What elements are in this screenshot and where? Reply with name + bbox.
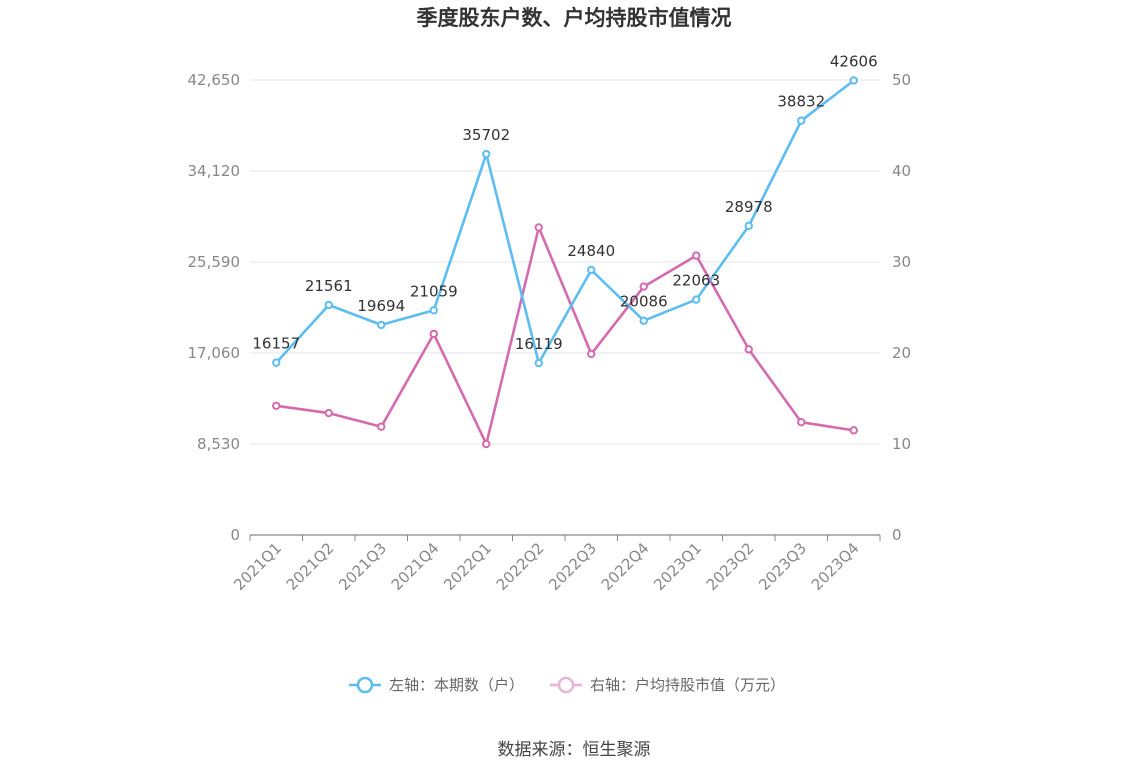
left-tick-label: 8,530: [197, 435, 240, 453]
data-point[interactable]: [692, 251, 701, 260]
right-tick-label: 30: [892, 253, 911, 271]
data-point[interactable]: [272, 401, 281, 410]
legend-left-swatch-marker: [356, 676, 374, 694]
x-tick-label: 2023Q1: [650, 539, 705, 594]
x-tick-label: 2021Q3: [335, 539, 390, 594]
data-point[interactable]: [849, 76, 858, 85]
x-tick-label: 2023Q3: [755, 539, 810, 594]
data-point[interactable]: [797, 116, 806, 125]
series-left-layer: [272, 76, 858, 368]
data-point[interactable]: [797, 417, 806, 427]
data-point[interactable]: [482, 439, 491, 449]
x-tick-label: 2023Q4: [808, 539, 863, 594]
data-point[interactable]: [377, 320, 386, 330]
left-tick-label: 17,060: [188, 344, 241, 362]
data-point[interactable]: [639, 316, 648, 325]
data-point[interactable]: [849, 426, 858, 435]
legend-item-right[interactable]: 右轴：户均持股市值（万元）: [550, 676, 785, 694]
x-tick-label: 2021Q2: [283, 539, 338, 594]
right-tick-label: 0: [892, 526, 902, 544]
data-point[interactable]: [692, 295, 701, 304]
data-point[interactable]: [587, 349, 596, 359]
data-point[interactable]: [744, 345, 753, 354]
left-axis-ticks: 0 8,530 17,060 25,590 34,120 42,650: [188, 71, 241, 544]
data-label: 35702: [462, 126, 510, 144]
right-tick-label: 20: [892, 344, 911, 362]
x-tick-label: 2022Q2: [493, 539, 548, 594]
data-label: 16157: [252, 335, 300, 353]
series-line: [275, 79, 855, 365]
data-point[interactable]: [639, 282, 648, 291]
right-tick-label: 50: [892, 71, 911, 89]
x-tick-label: 2022Q3: [545, 539, 600, 594]
data-label: 21561: [305, 277, 353, 295]
grid-lines: [250, 79, 880, 445]
data-label: 24840: [567, 242, 615, 260]
data-point[interactable]: [534, 358, 543, 368]
left-tick-label: 42,650: [188, 71, 241, 89]
series-line: [276, 226, 855, 446]
data-point[interactable]: [482, 149, 491, 159]
legend-right-swatch-marker: [557, 676, 575, 694]
legend-left-label: 左轴：本期数（户）: [389, 676, 524, 694]
data-point[interactable]: [324, 300, 333, 310]
x-tick-label: 2023Q2: [703, 539, 758, 594]
left-tick-label: 0: [230, 526, 240, 544]
legend-item-left[interactable]: 左轴：本期数（户）: [349, 676, 524, 694]
data-point[interactable]: [534, 223, 543, 232]
x-tick-label: 2021Q1: [230, 539, 285, 594]
data-label: 21059: [410, 282, 458, 300]
data-label: 42606: [830, 52, 878, 70]
data-point[interactable]: [377, 422, 386, 431]
left-tick-label: 34,120: [188, 162, 241, 180]
series-right-layer: [272, 223, 858, 449]
data-point[interactable]: [429, 329, 438, 339]
left-tick-label: 25,590: [188, 253, 241, 271]
data-label: 20086: [620, 293, 668, 311]
data-label: 16119: [515, 335, 563, 353]
source-note: 数据来源：恒生聚源: [498, 740, 651, 760]
legend: 左轴：本期数（户） 右轴：户均持股市值（万元）: [349, 676, 785, 694]
data-point[interactable]: [324, 408, 333, 418]
data-point[interactable]: [744, 221, 753, 231]
x-tick-label: 2022Q4: [598, 539, 653, 594]
x-tick-label: 2021Q4: [388, 539, 443, 594]
data-label: 22063: [672, 272, 720, 290]
data-label: 38832: [777, 93, 825, 111]
data-label: 28978: [725, 198, 773, 216]
x-axis: 2021Q12021Q22021Q32021Q42022Q12022Q22022…: [230, 534, 881, 594]
x-tick-label: 2022Q1: [440, 539, 495, 594]
data-point[interactable]: [587, 265, 596, 275]
data-point[interactable]: [429, 306, 438, 315]
right-tick-label: 40: [892, 162, 911, 180]
data-point[interactable]: [272, 358, 281, 367]
data-label: 19694: [357, 297, 405, 315]
right-axis-ticks: 0 10 20 30 40 50: [892, 71, 911, 544]
right-tick-label: 10: [892, 435, 911, 453]
chart-title: 季度股东户数、户均持股市值情况: [417, 6, 732, 30]
legend-right-label: 右轴：户均持股市值（万元）: [590, 676, 785, 694]
